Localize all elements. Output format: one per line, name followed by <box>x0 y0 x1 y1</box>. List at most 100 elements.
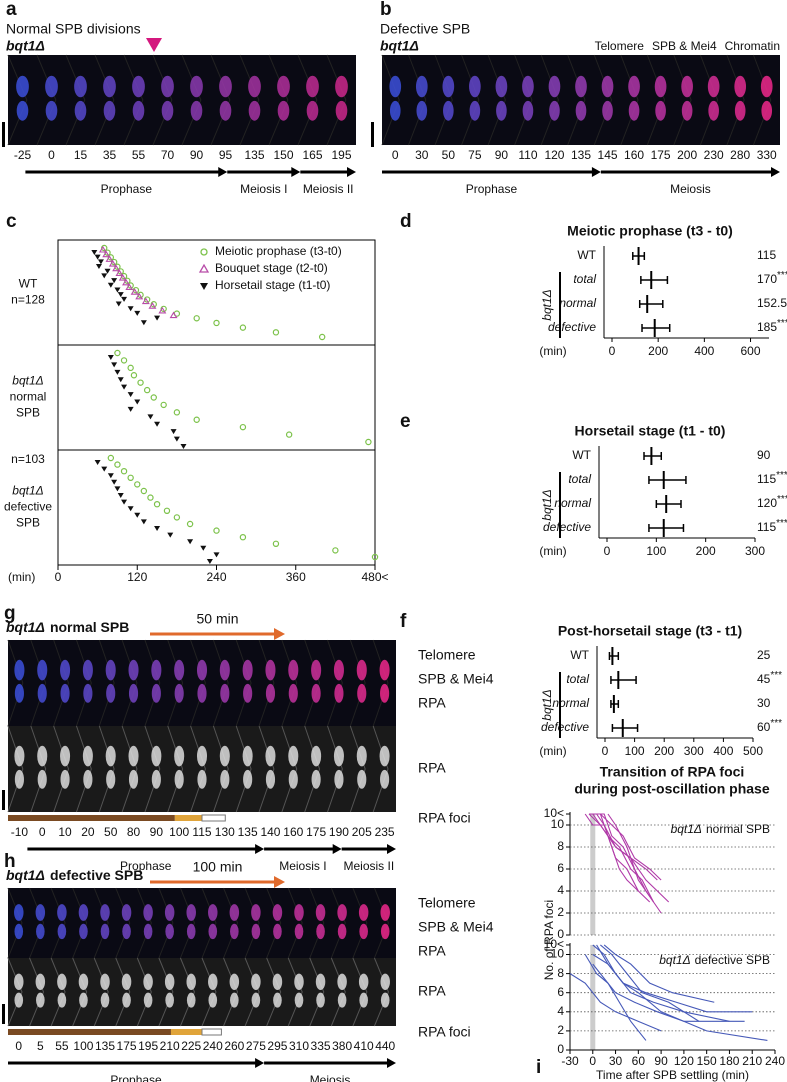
point-t1 <box>111 479 118 485</box>
time-label: 275 <box>246 1039 266 1053</box>
nucleus <box>14 683 24 703</box>
cell-outline <box>121 639 138 727</box>
nucleus <box>522 75 534 98</box>
point-t3 <box>239 423 247 431</box>
time-label: 160 <box>283 825 303 839</box>
nucleus <box>219 100 232 121</box>
point-t1 <box>94 254 101 260</box>
panel-label: e <box>400 411 411 432</box>
cell-outline <box>158 887 174 959</box>
arrow-head <box>347 167 356 177</box>
nucleus <box>575 100 587 121</box>
channel-label: RPA <box>418 943 446 959</box>
point-t2 <box>105 255 114 262</box>
nucleus <box>734 100 746 121</box>
median-value: 170*** <box>757 270 787 287</box>
nucleus <box>174 683 184 703</box>
median-label: 115 <box>757 248 776 262</box>
y-tick-label: 10< <box>544 937 564 951</box>
point-t1 <box>91 250 98 255</box>
nucleus <box>229 904 240 921</box>
panel-label: h <box>4 851 16 872</box>
nucleus <box>174 745 185 767</box>
panel-label: f <box>400 611 407 632</box>
nucleus <box>415 75 428 98</box>
nucleus <box>681 100 693 121</box>
cell-outline <box>7 54 28 146</box>
time-label: 330 <box>757 148 777 162</box>
nucleus <box>306 75 319 98</box>
strain: bqt1Δ normal SPB <box>6 619 129 635</box>
time-label: 90 <box>190 148 204 162</box>
point-t2 <box>108 259 117 267</box>
point-t3 <box>110 258 118 266</box>
cell-outline <box>244 887 260 959</box>
point-t1 <box>134 310 141 316</box>
point-t3 <box>147 494 154 501</box>
legend-entry: Telomere <box>595 39 645 53</box>
nucleus <box>380 923 390 940</box>
cell-outline <box>593 54 613 146</box>
point-t3 <box>143 386 151 394</box>
nucleus <box>681 75 693 98</box>
nucleus <box>45 100 58 121</box>
nucleus <box>60 769 70 789</box>
time-label: 140 <box>260 825 280 839</box>
nucleus <box>219 745 230 767</box>
nucleus <box>143 923 153 940</box>
nucleus <box>100 904 110 921</box>
time-label: 195 <box>331 148 351 162</box>
median-label: 115 <box>757 520 776 534</box>
cell-outline <box>144 725 161 813</box>
y-tick-label: 0 <box>557 927 564 941</box>
x-tick-label: 180 <box>719 1054 739 1068</box>
cell-outline <box>53 639 70 727</box>
nucleus <box>143 904 153 921</box>
nucleus <box>294 992 304 1008</box>
cell-outline <box>123 54 144 146</box>
cell-outline <box>121 725 138 813</box>
nucleus <box>14 659 25 681</box>
cell-outline <box>7 725 24 813</box>
legend-entry: Horsetail stage (t1-t0) <box>215 278 330 292</box>
x-tick-label: 0 <box>604 544 611 558</box>
point-t3 <box>239 534 247 541</box>
nucleus <box>57 923 67 940</box>
nucleus <box>333 659 344 681</box>
group-label: normal <box>10 390 47 404</box>
nucleus <box>14 973 24 990</box>
group-strain: bqt1Δ <box>12 374 43 388</box>
cell-outline <box>281 725 298 813</box>
point-t3 <box>160 305 167 313</box>
nucleus <box>14 992 24 1008</box>
cell-outline <box>53 725 70 813</box>
nucleus <box>122 992 131 1008</box>
group-label: defective <box>4 500 52 514</box>
point-t1 <box>200 545 207 551</box>
time-label: 280 <box>730 148 750 162</box>
y-tick-label: 6 <box>557 861 564 875</box>
cell-outline <box>297 54 318 146</box>
arrow-head <box>291 167 301 177</box>
nucleus <box>251 992 261 1008</box>
point-t3 <box>285 431 293 438</box>
cell-outline <box>327 725 343 813</box>
median-value: 120*** <box>757 494 787 511</box>
point-t1 <box>127 392 134 398</box>
cell-outline <box>487 54 506 146</box>
scale-bar <box>371 122 374 147</box>
cell-outline <box>646 54 666 146</box>
cell-outline <box>327 639 343 727</box>
nucleus <box>335 75 348 98</box>
time-label: 175 <box>306 825 326 839</box>
nucleus <box>337 923 347 940</box>
time-label: 110 <box>518 148 537 162</box>
point-t3 <box>120 468 128 475</box>
cell-outline <box>287 957 303 1027</box>
cell-outline <box>93 957 109 1027</box>
arrow-head <box>218 167 228 177</box>
cell-outline <box>304 725 321 813</box>
point-t2 <box>98 245 107 253</box>
nucleus <box>357 769 367 789</box>
nucleus <box>79 992 88 1008</box>
